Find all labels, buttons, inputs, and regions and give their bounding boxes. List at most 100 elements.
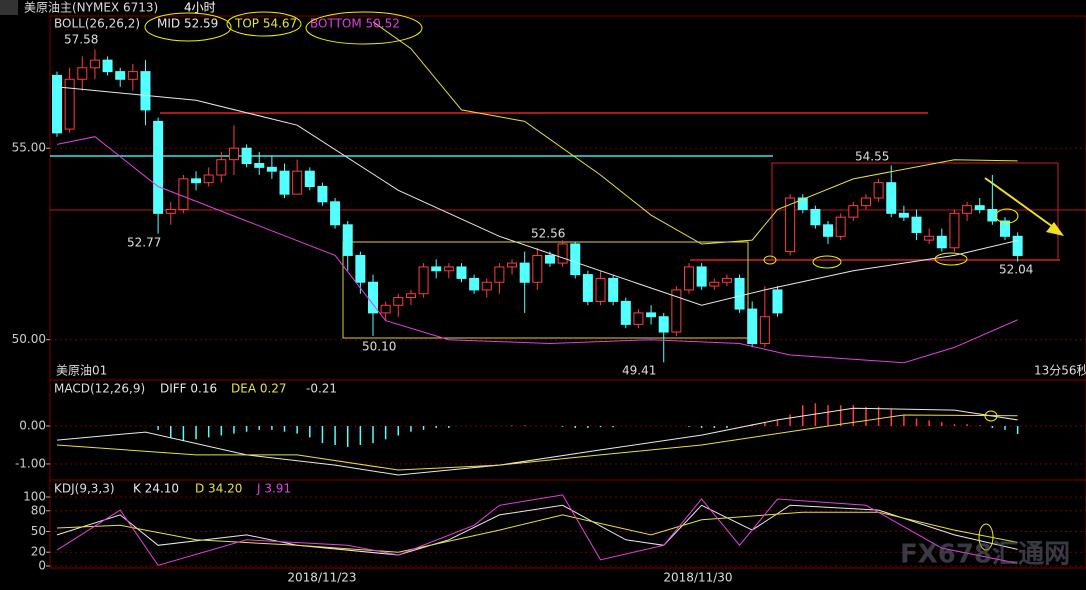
candle-body: [191, 178, 202, 184]
highlight-circle: [812, 255, 842, 269]
candle-body: [153, 120, 164, 214]
highlight-circle: [763, 255, 777, 265]
price-label: 57.58: [64, 33, 98, 47]
arrow-head: [1046, 222, 1064, 236]
legend-entry: K 24.10: [133, 482, 179, 496]
indicator-label: BOLL(26,26,2): [54, 17, 140, 31]
candle-body: [64, 78, 75, 130]
candle-body: [418, 266, 429, 295]
y-tick-label: 55.00: [12, 141, 46, 155]
highlight-circle: [144, 12, 232, 42]
candle-body: [102, 59, 113, 73]
candle-body: [254, 163, 265, 168]
candle-body: [228, 147, 239, 161]
candle-body: [544, 254, 555, 264]
x-tick-label: 2018/11/23: [287, 571, 356, 585]
candle-body: [443, 266, 454, 272]
menu-button[interactable]: [0, 0, 18, 15]
candle-body: [368, 281, 378, 314]
candle-body: [949, 212, 960, 249]
price-label: 52.04: [999, 263, 1033, 277]
candle-body: [633, 312, 644, 325]
highlight-circle: [978, 523, 994, 551]
candle-body: [405, 293, 416, 299]
y-tick-label: 50.00: [12, 332, 46, 346]
y-tick-label: 50: [31, 524, 46, 538]
drawn-box: [342, 241, 749, 339]
candle-body: [759, 316, 770, 345]
candle-body: [431, 266, 442, 272]
candle-body: [266, 166, 277, 172]
candle-body: [279, 170, 290, 195]
price-label: 50.10: [362, 340, 396, 354]
candle-body: [696, 266, 707, 287]
indicator-line: [56, 504, 1018, 556]
candle-body: [115, 71, 126, 80]
candle-body: [886, 182, 897, 214]
candle-body: [709, 281, 720, 287]
candle-body: [873, 182, 884, 199]
timer-label: 13分56秒: [1034, 364, 1086, 378]
x-tick-label: 2018/11/30: [663, 571, 732, 585]
candle-body: [835, 216, 846, 237]
indicator-label: MACD(12,26,9): [54, 382, 145, 396]
candle-body: [532, 254, 543, 283]
candle-body: [557, 243, 568, 264]
legend-entry: D 34.20: [195, 482, 242, 496]
y-tick-label: -1.00: [15, 456, 46, 470]
highlight-circle: [934, 252, 968, 266]
candle-body: [595, 277, 606, 302]
candle-body: [898, 212, 909, 218]
indicator-line: [56, 494, 1018, 566]
candle-body: [582, 274, 593, 302]
candle-body: [823, 224, 834, 237]
candle-body: [608, 277, 619, 302]
indicator-line: [372, 21, 1018, 245]
candle-body: [304, 170, 315, 188]
candle-body: [481, 281, 492, 291]
indicator-line: [56, 86, 1018, 306]
highlight-circle: [984, 410, 998, 422]
candle-body: [936, 235, 947, 249]
candle-body: [987, 208, 998, 222]
candle-body: [77, 67, 88, 80]
instrument-title: 美原油主(NYMEX 6713): [24, 1, 158, 15]
y-tick-label: 100: [23, 489, 46, 503]
candle-body: [140, 71, 151, 111]
candle-body: [785, 197, 796, 253]
candle-body: [519, 262, 530, 283]
candle-body: [570, 243, 581, 276]
candle-body: [317, 186, 328, 203]
candle-body: [684, 266, 694, 291]
candle-body: [178, 178, 189, 210]
indicator-line: [56, 136, 1018, 364]
candle-body: [216, 159, 227, 176]
candle-body: [721, 277, 732, 283]
y-tick-label: 20: [31, 545, 46, 559]
candle-body: [330, 201, 341, 226]
candle-body: [646, 312, 657, 318]
legend-entry: TOP 54.67: [234, 17, 297, 31]
candle-body: [456, 266, 467, 279]
legend-entry: J 3.91: [256, 482, 291, 496]
candle-body: [241, 147, 252, 165]
y-tick-label: 80: [31, 503, 46, 517]
candle-body: [848, 205, 859, 218]
price-label: 52.77: [127, 236, 161, 250]
candle-body: [860, 197, 871, 207]
candle-body: [380, 304, 391, 314]
legend-entry: DEA 0.27: [231, 382, 287, 396]
candle-body: [974, 205, 985, 210]
legend-entry: BOTTOM 50.52: [310, 17, 400, 31]
candle-body: [734, 277, 745, 310]
candle-body: [620, 300, 631, 325]
candle-body: [1012, 235, 1023, 256]
highlight-circle: [305, 11, 423, 45]
drawn-arrow: [984, 177, 1061, 233]
watermark: FX678汇通网: [900, 540, 1070, 570]
y-tick-label: 0: [38, 558, 46, 572]
kdj-panel: [49, 479, 1086, 569]
candle-body: [342, 224, 353, 256]
candle-body: [671, 289, 682, 333]
